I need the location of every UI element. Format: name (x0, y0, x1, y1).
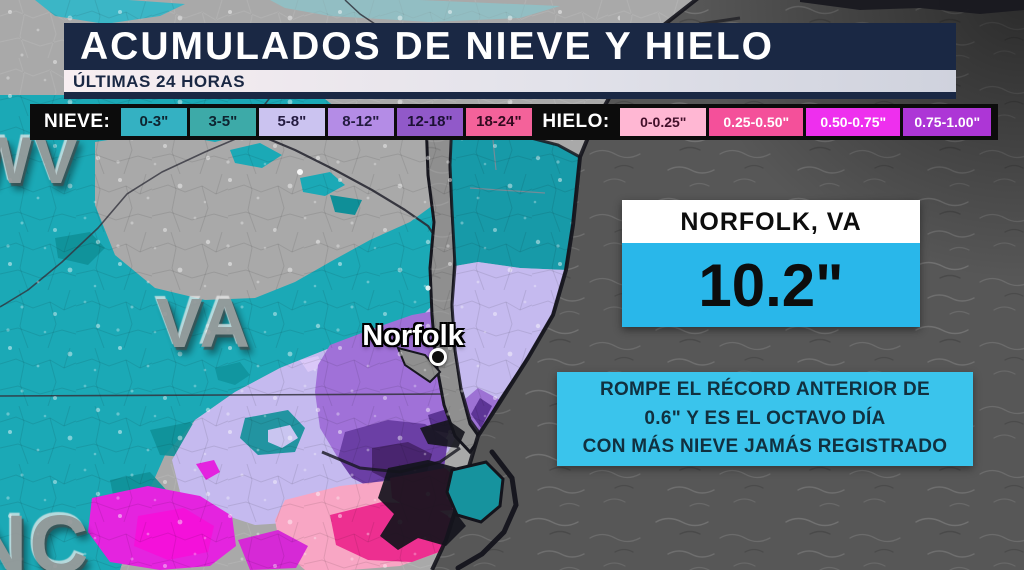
legend-bar: NIEVE: 0-3" 3-5" 5-8" 8-12" 12-18" 18-24… (30, 104, 998, 140)
page-subtitle: ÚLTIMAS 24 HORAS (64, 70, 956, 92)
city-marker-norfolk: Norfolk (340, 320, 486, 353)
record-line-3: CON MÁS NIEVE JAMÁS REGISTRADO (582, 436, 948, 458)
banner-edge (64, 92, 956, 99)
legend-bin-snow-3: 8-12" (327, 108, 394, 136)
state-label-va: VA (156, 284, 253, 362)
legend-bin-snow-4: 12-18" (396, 108, 463, 136)
callout-location: NORFOLK, VA (622, 200, 920, 243)
page-title: ACUMULADOS DE NIEVE Y HIELO (64, 23, 956, 70)
legend-snow-label: NIEVE: (44, 111, 111, 132)
legend-bin-snow-5: 18-24" (465, 108, 532, 136)
state-label-nc: NC (0, 499, 91, 570)
legend-bin-ice-3: 0.75-1.00" (903, 108, 992, 136)
legend-bin-ice-2: 0.50-0.75" (806, 108, 901, 136)
city-dot (429, 348, 447, 366)
legend-bin-snow-0: 0-3" (120, 108, 187, 136)
legend-ice-label: HIELO: (542, 111, 610, 132)
snow-total-callout: NORFOLK, VA 10.2" (622, 200, 920, 327)
record-note: ROMPE EL RÉCORD ANTERIOR DE 0.6" Y ES EL… (557, 372, 973, 466)
legend-bin-snow-2: 5-8" (258, 108, 325, 136)
record-line-1: ROMPE EL RÉCORD ANTERIOR DE (599, 379, 931, 401)
city-label: Norfolk (362, 320, 464, 352)
header-banner: ACUMULADOS DE NIEVE Y HIELO ÚLTIMAS 24 H… (64, 23, 956, 99)
legend-bin-ice-0: 0-0.25" (620, 108, 707, 136)
callout-value: 10.2" (622, 243, 920, 327)
record-line-2: 0.6" Y ES EL OCTAVO DÍA (644, 407, 886, 429)
legend-bin-snow-1: 3-5" (189, 108, 256, 136)
legend-bin-ice-1: 0.25-0.50" (709, 108, 804, 136)
